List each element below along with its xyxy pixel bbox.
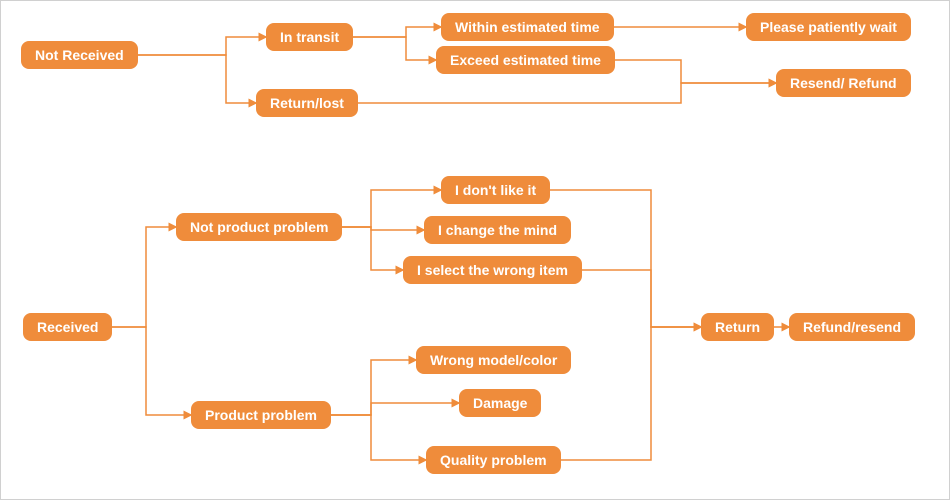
edge-prod_prob-wrong_model [329,360,416,415]
node-damage: Damage [459,389,541,417]
edge-prod_prob-quality [329,415,426,460]
node-wrong_item: I select the wrong item [403,256,582,284]
flowchart-canvas: Not Received In transit Return/lost Within … [0,0,950,500]
node-within_time: Within estimated time [441,13,614,41]
edge-not_prod_prob-wrong_item [341,227,403,270]
edge-quality-return [561,327,701,460]
edge-return_lost-resend_refund [358,83,776,103]
node-prod_prob: Product problem [191,401,331,429]
node-exceed_time: Exceed estimated time [436,46,615,74]
node-refund_resend: Refund/resend [789,313,915,341]
node-return_lost: Return/lost [256,89,358,117]
node-not_prod_prob: Not product problem [176,213,342,241]
edge-wrong_item-return [582,270,701,327]
edge-exceed_time-resend_refund [615,60,776,83]
edge-in_transit-exceed_time [351,37,436,60]
edge-in_transit-within_time [351,27,441,37]
edge-not_received-in_transit [138,37,266,55]
edge-received-prod_prob [112,327,191,415]
node-not_received: Not Received [21,41,138,69]
node-resend_refund: Resend/ Refund [776,69,911,97]
edge-not_received-return_lost [138,55,256,103]
node-in_transit: In transit [266,23,353,51]
edge-not_prod_prob-change_mind [341,227,424,230]
node-wrong_model: Wrong model/color [416,346,571,374]
node-return: Return [701,313,774,341]
node-dont_like: I don't like it [441,176,550,204]
node-quality: Quality problem [426,446,561,474]
node-please_wait: Please patiently wait [746,13,911,41]
edge-received-not_prod_prob [112,227,176,327]
edge-prod_prob-damage [329,403,459,415]
node-received: Received [23,313,112,341]
node-change_mind: I change the mind [424,216,571,244]
